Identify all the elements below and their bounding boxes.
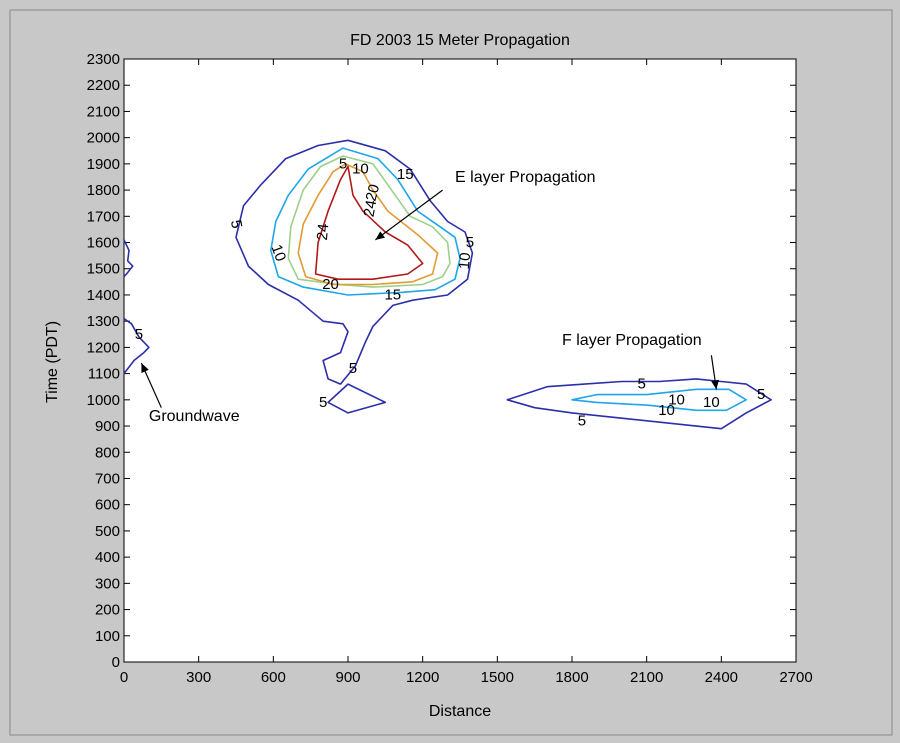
- y-tick-label: 800: [95, 444, 120, 461]
- y-tick-label: 1500: [87, 261, 120, 278]
- annotation-arrowhead: [375, 231, 385, 240]
- y-tick-label: 900: [95, 418, 120, 435]
- contour-label: 20: [322, 276, 339, 293]
- contour-label: 5: [135, 326, 143, 343]
- contour-label: 5: [349, 360, 357, 377]
- y-tick-label: 2000: [87, 130, 120, 147]
- contour-label: 5: [319, 394, 327, 411]
- x-tick-label: 1800: [555, 669, 588, 686]
- annotation-arrowhead: [141, 363, 149, 373]
- contour-label: 5: [466, 234, 474, 251]
- y-tick-label: 1700: [87, 208, 120, 225]
- chart-title: FD 2003 15 Meter Propagation: [350, 32, 570, 49]
- y-tick-label: 2200: [87, 77, 120, 94]
- contour-level-5: [123, 239, 134, 278]
- y-tick-label: 700: [95, 470, 120, 487]
- contour-level-5: [123, 317, 150, 375]
- x-axis: 0 300 600 900 1200 1500 1800 2100 2400 2700: [120, 59, 813, 686]
- contour-level-10: [571, 388, 748, 412]
- y-tick-label: 300: [95, 575, 120, 592]
- contour-label: 10: [352, 161, 369, 178]
- annotation-label: E layer Propagation: [455, 169, 596, 186]
- contour-label: 10: [658, 402, 675, 419]
- x-tick-label: 600: [261, 669, 286, 686]
- y-tick-label: 1000: [87, 392, 120, 409]
- contour-label: 5: [227, 219, 245, 230]
- x-tick-label: 1500: [481, 669, 514, 686]
- y-axis: 0 100 200 300 400 500 600 700 800 900 1000 1100 1200…: [87, 51, 796, 671]
- contour-level-5: [235, 139, 474, 385]
- y-tick-label: 1900: [87, 156, 120, 173]
- x-tick-label: 2100: [630, 669, 663, 686]
- contour-label: 5: [578, 412, 586, 429]
- contour-label: 10: [668, 391, 685, 408]
- contour-label: 10: [456, 252, 474, 270]
- x-axis-title: Distance: [429, 703, 491, 720]
- contour-label: 5: [339, 155, 347, 172]
- y-tick-label: 1100: [88, 366, 120, 383]
- contour-level-5: [327, 383, 387, 414]
- contour-level-20: [297, 163, 439, 286]
- y-tick-label: 200: [95, 602, 120, 619]
- contour-label: 15: [397, 166, 414, 183]
- annotation-label: Groundwave: [149, 408, 240, 425]
- y-tick-label: 600: [95, 497, 120, 514]
- y-tick-label: 400: [95, 549, 120, 566]
- contour-label: 15: [384, 286, 401, 303]
- y-tick-label: 0: [112, 654, 120, 671]
- contour-label: 10: [267, 242, 289, 263]
- contour-label: 10: [703, 394, 720, 411]
- contour-label: 5: [638, 376, 646, 393]
- contour-level-15: [287, 155, 451, 288]
- x-tick-label: 2400: [705, 669, 738, 686]
- annotations: E layer Propagation F layer Propagation Gr…: [140, 169, 720, 425]
- contour-lines: [123, 139, 772, 430]
- contour-label: 24: [361, 199, 381, 218]
- y-tick-label: 2100: [87, 103, 120, 120]
- contour-label: 24: [314, 223, 332, 241]
- x-tick-label: 1200: [406, 669, 439, 686]
- y-tick-label: 2300: [87, 51, 120, 68]
- x-tick-label: 2700: [779, 669, 812, 686]
- contour-level-5: [506, 378, 772, 430]
- contour-level-10: [269, 147, 461, 296]
- y-tick-label: 1300: [87, 313, 120, 330]
- y-axis-title: Time (PDT): [44, 321, 61, 403]
- y-tick-label: 1800: [87, 182, 120, 199]
- annotation-label: F layer Propagation: [562, 332, 702, 349]
- contour-level-24: [314, 165, 424, 281]
- x-tick-label: 900: [335, 669, 360, 686]
- figure-border: [9, 9, 893, 736]
- y-tick-label: 1200: [87, 339, 120, 356]
- y-tick-label: 1400: [87, 287, 120, 304]
- plot-area: [123, 58, 797, 663]
- annotation-arrow-line: [375, 189, 443, 241]
- contour-label: 20: [363, 182, 384, 203]
- x-tick-label: 300: [186, 669, 211, 686]
- contour-label: 5: [757, 386, 765, 403]
- y-tick-label: 500: [95, 523, 120, 540]
- y-tick-label: 100: [95, 628, 120, 645]
- y-tick-label: 1600: [87, 235, 120, 252]
- annotation-arrowhead: [711, 379, 720, 390]
- x-tick-label: 0: [120, 669, 128, 686]
